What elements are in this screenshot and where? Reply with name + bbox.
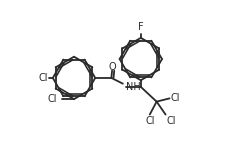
Text: Cl: Cl (38, 73, 48, 83)
Text: Cl: Cl (48, 94, 57, 104)
Text: Cl: Cl (145, 116, 155, 126)
Text: Cl: Cl (166, 116, 176, 126)
Text: NH: NH (126, 82, 141, 92)
Text: Cl: Cl (171, 93, 181, 103)
Text: F: F (138, 22, 144, 32)
Text: O: O (109, 62, 117, 72)
